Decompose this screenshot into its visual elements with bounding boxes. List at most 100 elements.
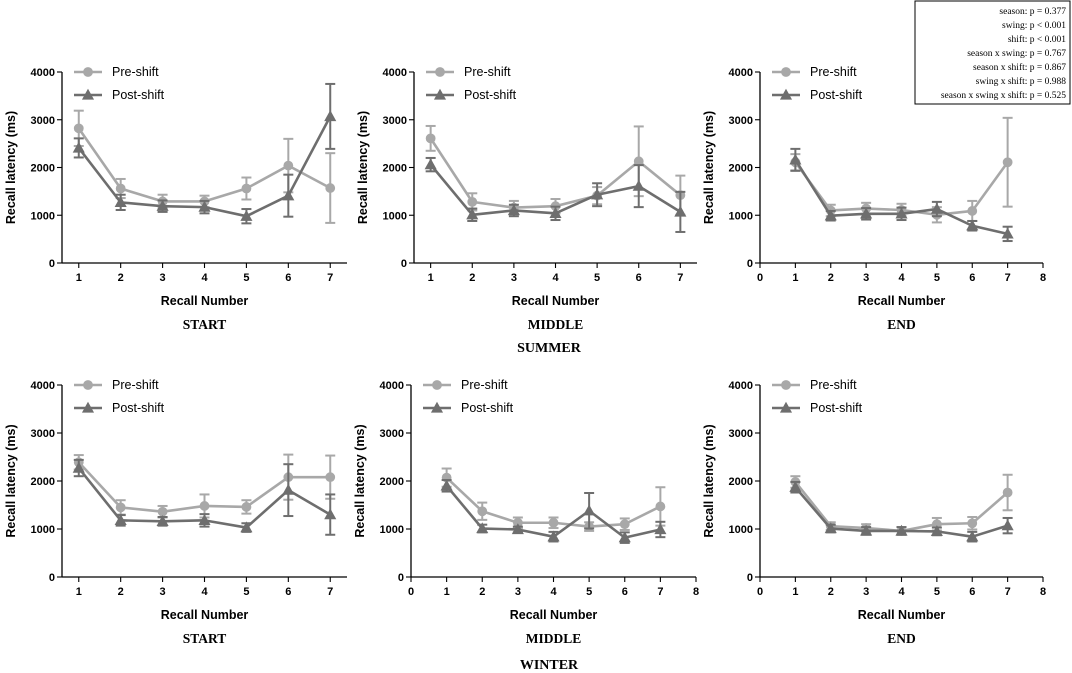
series-post-shift <box>789 480 1014 543</box>
stats-line-swing-x-shift: swing x shift: p = 0.988 <box>976 76 1067 87</box>
x-axis-title: Recall Number <box>512 294 600 308</box>
stats-line-shift: shift: p < 0.001 <box>1008 34 1066 45</box>
x-tick-label: 3 <box>863 272 869 284</box>
y-tick-label: 0 <box>49 572 55 584</box>
x-tick-label: 5 <box>243 272 249 284</box>
data-point-post-shift <box>930 202 943 214</box>
x-tick-label: 5 <box>586 586 592 598</box>
data-point-post-shift <box>1001 227 1014 239</box>
data-point-post-shift <box>198 200 211 212</box>
series-line-post-shift <box>794 159 1008 236</box>
data-point-post-shift <box>476 522 489 534</box>
legend-marker <box>781 67 791 77</box>
x-tick-label: 4 <box>550 586 557 598</box>
stats-line-season-x-shift: season x shift: p = 0.867 <box>973 62 1066 73</box>
data-point-post-shift <box>1001 519 1014 531</box>
y-tick-label: 0 <box>747 572 753 584</box>
series-post-shift <box>440 479 667 544</box>
legend-marker <box>81 401 95 413</box>
y-tick-label: 3000 <box>729 115 753 127</box>
legend-marker <box>81 88 95 100</box>
data-point-post-shift <box>789 481 802 492</box>
y-axis-title: Recall latency (ms) <box>356 111 370 224</box>
stats-box-frame <box>914 0 1071 105</box>
x-tick-label: 6 <box>285 272 291 284</box>
x-tick-label: 7 <box>1005 586 1011 598</box>
x-tick-label: 8 <box>1040 586 1046 598</box>
legend-entry-pre-shift: Pre-shift <box>423 378 508 392</box>
x-tick-label: 7 <box>657 586 663 598</box>
data-point-post-shift <box>824 209 837 221</box>
data-point-post-shift <box>507 204 520 216</box>
data-point-pre-shift <box>467 196 478 207</box>
x-tick-label: 6 <box>969 272 975 284</box>
data-point-post-shift <box>618 531 631 543</box>
x-axis-title: Recall Number <box>858 294 946 308</box>
x-tick-label: 3 <box>160 586 166 598</box>
x-tick-label: 4 <box>201 586 208 598</box>
y-tick-label: 0 <box>49 258 55 270</box>
x-tick-label: 6 <box>969 586 975 598</box>
chart-panel-summer-start: 0 1000 2000 3000 4000 1 2 3 4 5 6 7 Recall Number Rec… <box>4 65 347 332</box>
legend-entry-pre-shift: Pre-shift <box>772 378 857 392</box>
x-tick-label: 8 <box>693 586 699 598</box>
y-axis-title: Recall latency (ms) <box>4 424 18 537</box>
data-point-post-shift <box>966 219 979 231</box>
stats-line-swing: swing: p < 0.001 <box>1002 21 1066 31</box>
data-point-post-shift <box>324 508 337 520</box>
data-point-post-shift <box>72 141 85 153</box>
series-line-pre-shift <box>429 137 682 209</box>
y-tick-label: 1000 <box>729 524 753 536</box>
panel-label: START <box>183 317 227 332</box>
data-point-post-shift <box>860 207 873 219</box>
x-tick-label: 1 <box>428 272 434 284</box>
series-post-shift <box>72 458 337 536</box>
x-tick-label: 2 <box>118 586 124 598</box>
legend-marker <box>83 380 93 390</box>
panel-label: MIDDLE <box>528 317 584 332</box>
y-tick-label: 3000 <box>729 428 753 440</box>
legend-label: Post-shift <box>112 88 165 102</box>
data-point-pre-shift <box>325 472 336 483</box>
legend-entry-pre-shift: Pre-shift <box>426 65 511 79</box>
x-axis-title: Recall Number <box>161 608 249 622</box>
data-point-post-shift <box>549 207 562 218</box>
season-label-summer: SUMMER <box>517 341 582 356</box>
chart-panel-summer-middle: 0 1000 2000 3000 4000 1 2 3 4 5 6 7 Recall Number Rec… <box>356 65 697 332</box>
data-point-post-shift <box>156 515 169 526</box>
data-point-pre-shift <box>477 506 488 517</box>
x-tick-label: 0 <box>408 586 414 598</box>
data-point-post-shift <box>591 188 604 200</box>
x-tick-label: 0 <box>757 272 763 284</box>
data-point-pre-shift <box>199 501 210 511</box>
legend-entry-post-shift: Post-shift <box>74 401 165 415</box>
x-axis-title: Recall Number <box>161 294 249 308</box>
x-tick-label: 7 <box>327 272 333 284</box>
legend-label: Pre-shift <box>810 65 857 79</box>
data-point-post-shift <box>240 209 253 221</box>
y-axis-title: Recall latency (ms) <box>702 111 716 224</box>
data-point-pre-shift <box>967 518 978 529</box>
data-point-post-shift <box>895 207 908 219</box>
y-tick-label: 4000 <box>380 380 404 392</box>
y-tick-label: 4000 <box>383 67 407 79</box>
y-tick-label: 1000 <box>380 524 404 536</box>
x-tick-label: 7 <box>327 586 333 598</box>
y-tick-label: 2000 <box>31 476 55 488</box>
data-point-post-shift <box>198 514 211 526</box>
chart-panel-winter-start: 0 1000 2000 3000 4000 1 2 3 4 5 6 7 Recall Number Rec… <box>4 378 347 646</box>
y-tick-label: 2000 <box>383 163 407 175</box>
legend-entry-post-shift: Post-shift <box>74 88 165 102</box>
y-tick-label: 1000 <box>31 210 55 222</box>
legend-marker <box>83 67 93 77</box>
data-point-post-shift <box>282 483 295 495</box>
y-tick-label: 4000 <box>31 380 55 392</box>
data-point-post-shift <box>72 461 85 473</box>
legend-marker <box>430 401 444 413</box>
x-tick-label: 1 <box>444 586 450 598</box>
data-point-post-shift <box>824 522 837 534</box>
x-tick-label: 1 <box>76 586 82 598</box>
x-tick-label: 7 <box>1005 272 1011 284</box>
legend-label: Pre-shift <box>461 378 508 392</box>
x-tick-label: 7 <box>677 272 683 284</box>
